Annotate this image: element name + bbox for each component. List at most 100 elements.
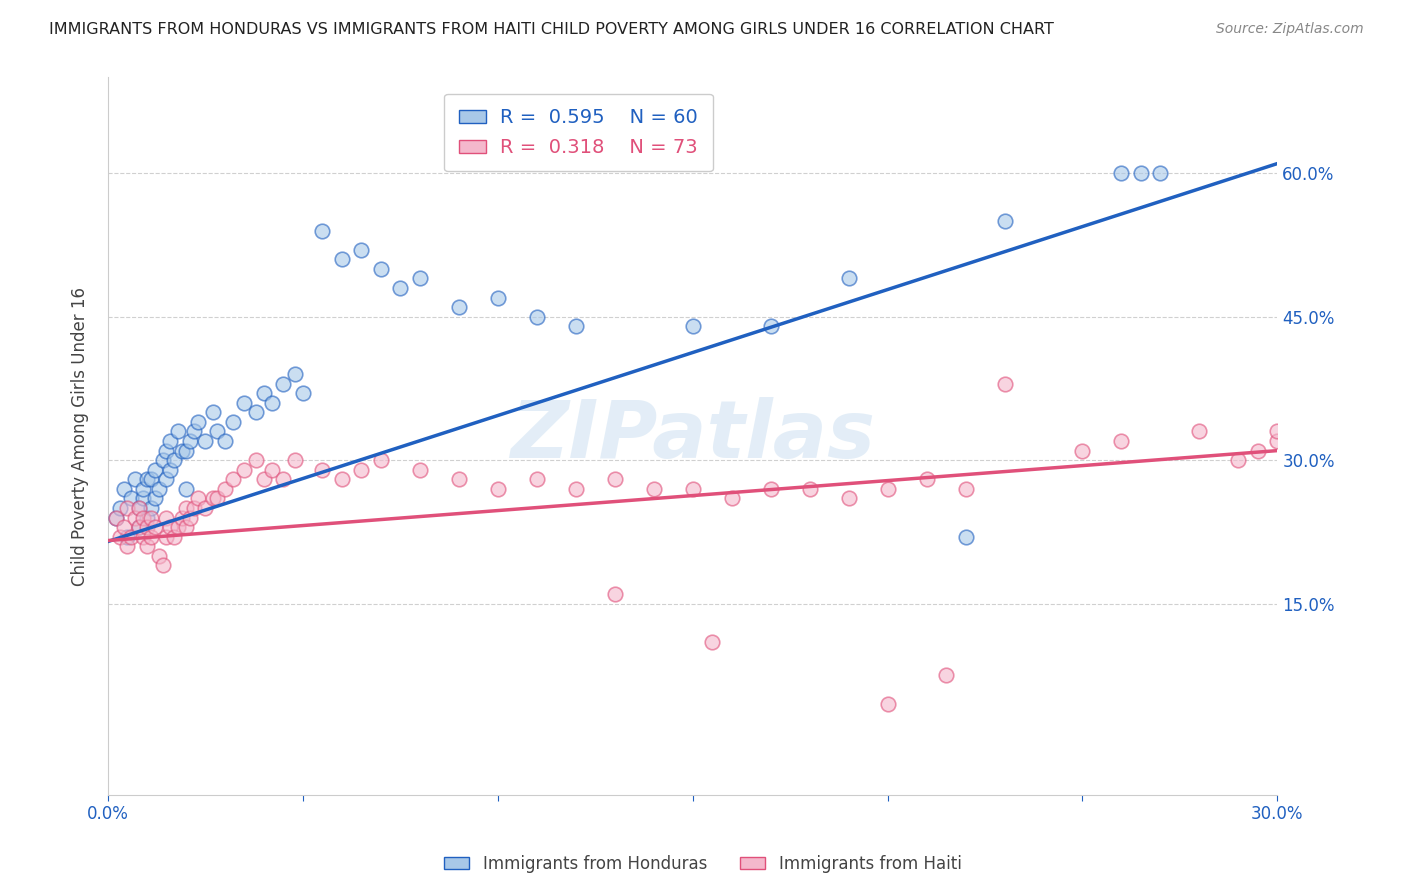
Point [330, 252, 353, 267]
Point [1227, 453, 1250, 467]
Point [167, 425, 190, 439]
Point [603, 472, 626, 486]
Point [603, 587, 626, 601]
Point [136, 520, 159, 534]
Point [136, 539, 159, 553]
Point [143, 520, 166, 534]
Point [409, 271, 432, 285]
Point [205, 491, 228, 506]
Point [799, 482, 821, 496]
Point [993, 376, 1015, 391]
Point [155, 443, 177, 458]
Point [1111, 166, 1133, 180]
Point [132, 482, 155, 496]
Point [104, 510, 127, 524]
Point [759, 319, 782, 334]
Point [935, 668, 957, 682]
Text: ZIPatlas: ZIPatlas [510, 397, 875, 475]
Point [409, 463, 432, 477]
Legend: Immigrants from Honduras, Immigrants from Haiti: Immigrants from Honduras, Immigrants fro… [437, 848, 969, 880]
Point [486, 482, 509, 496]
Point [955, 530, 977, 544]
Point [174, 520, 197, 534]
Point [205, 425, 228, 439]
Point [350, 463, 373, 477]
Point [526, 472, 548, 486]
Point [143, 463, 166, 477]
Point [564, 319, 586, 334]
Point [120, 530, 142, 544]
Legend: R =  0.595    N = 60, R =  0.318    N = 73: R = 0.595 N = 60, R = 0.318 N = 73 [444, 94, 713, 171]
Point [214, 482, 236, 496]
Point [993, 214, 1015, 228]
Point [1267, 434, 1289, 448]
Point [194, 434, 217, 448]
Point [139, 510, 162, 524]
Point [1247, 443, 1270, 458]
Point [120, 491, 142, 506]
Point [253, 386, 276, 401]
Point [222, 472, 245, 486]
Point [132, 510, 155, 524]
Point [108, 530, 131, 544]
Point [245, 453, 267, 467]
Point [720, 491, 742, 506]
Point [155, 472, 177, 486]
Point [202, 405, 225, 419]
Point [284, 367, 307, 381]
Point [170, 510, 193, 524]
Point [1149, 166, 1171, 180]
Point [117, 530, 139, 544]
Point [136, 472, 159, 486]
Point [128, 501, 150, 516]
Point [759, 482, 782, 496]
Point [222, 415, 245, 429]
Point [447, 472, 470, 486]
Point [174, 443, 197, 458]
Point [128, 520, 150, 534]
Point [447, 300, 470, 314]
Point [284, 453, 307, 467]
Point [311, 463, 333, 477]
Point [233, 396, 256, 410]
Point [117, 501, 139, 516]
Point [155, 510, 177, 524]
Point [179, 434, 201, 448]
Point [159, 520, 181, 534]
Point [702, 635, 724, 649]
Text: IMMIGRANTS FROM HONDURAS VS IMMIGRANTS FROM HAITI CHILD POVERTY AMONG GIRLS UNDE: IMMIGRANTS FROM HONDURAS VS IMMIGRANTS F… [49, 22, 1054, 37]
Point [170, 443, 193, 458]
Point [167, 520, 190, 534]
Point [330, 472, 353, 486]
Point [233, 463, 256, 477]
Point [128, 501, 150, 516]
Point [838, 271, 860, 285]
Point [112, 520, 135, 534]
Point [955, 482, 977, 496]
Point [245, 405, 267, 419]
Point [163, 530, 186, 544]
Point [112, 482, 135, 496]
Point [291, 386, 314, 401]
Point [174, 501, 197, 516]
Point [876, 697, 898, 711]
Point [202, 491, 225, 506]
Point [104, 510, 127, 524]
Point [260, 396, 283, 410]
Point [876, 482, 898, 496]
Point [124, 510, 146, 524]
Point [260, 463, 283, 477]
Point [370, 453, 392, 467]
Point [253, 472, 276, 486]
Point [159, 463, 181, 477]
Point [643, 482, 665, 496]
Point [148, 549, 170, 563]
Point [682, 319, 704, 334]
Point [143, 491, 166, 506]
Point [1267, 425, 1289, 439]
Point [183, 501, 205, 516]
Point [311, 223, 333, 237]
Text: Source: ZipAtlas.com: Source: ZipAtlas.com [1216, 22, 1364, 37]
Point [214, 434, 236, 448]
Point [1129, 166, 1152, 180]
